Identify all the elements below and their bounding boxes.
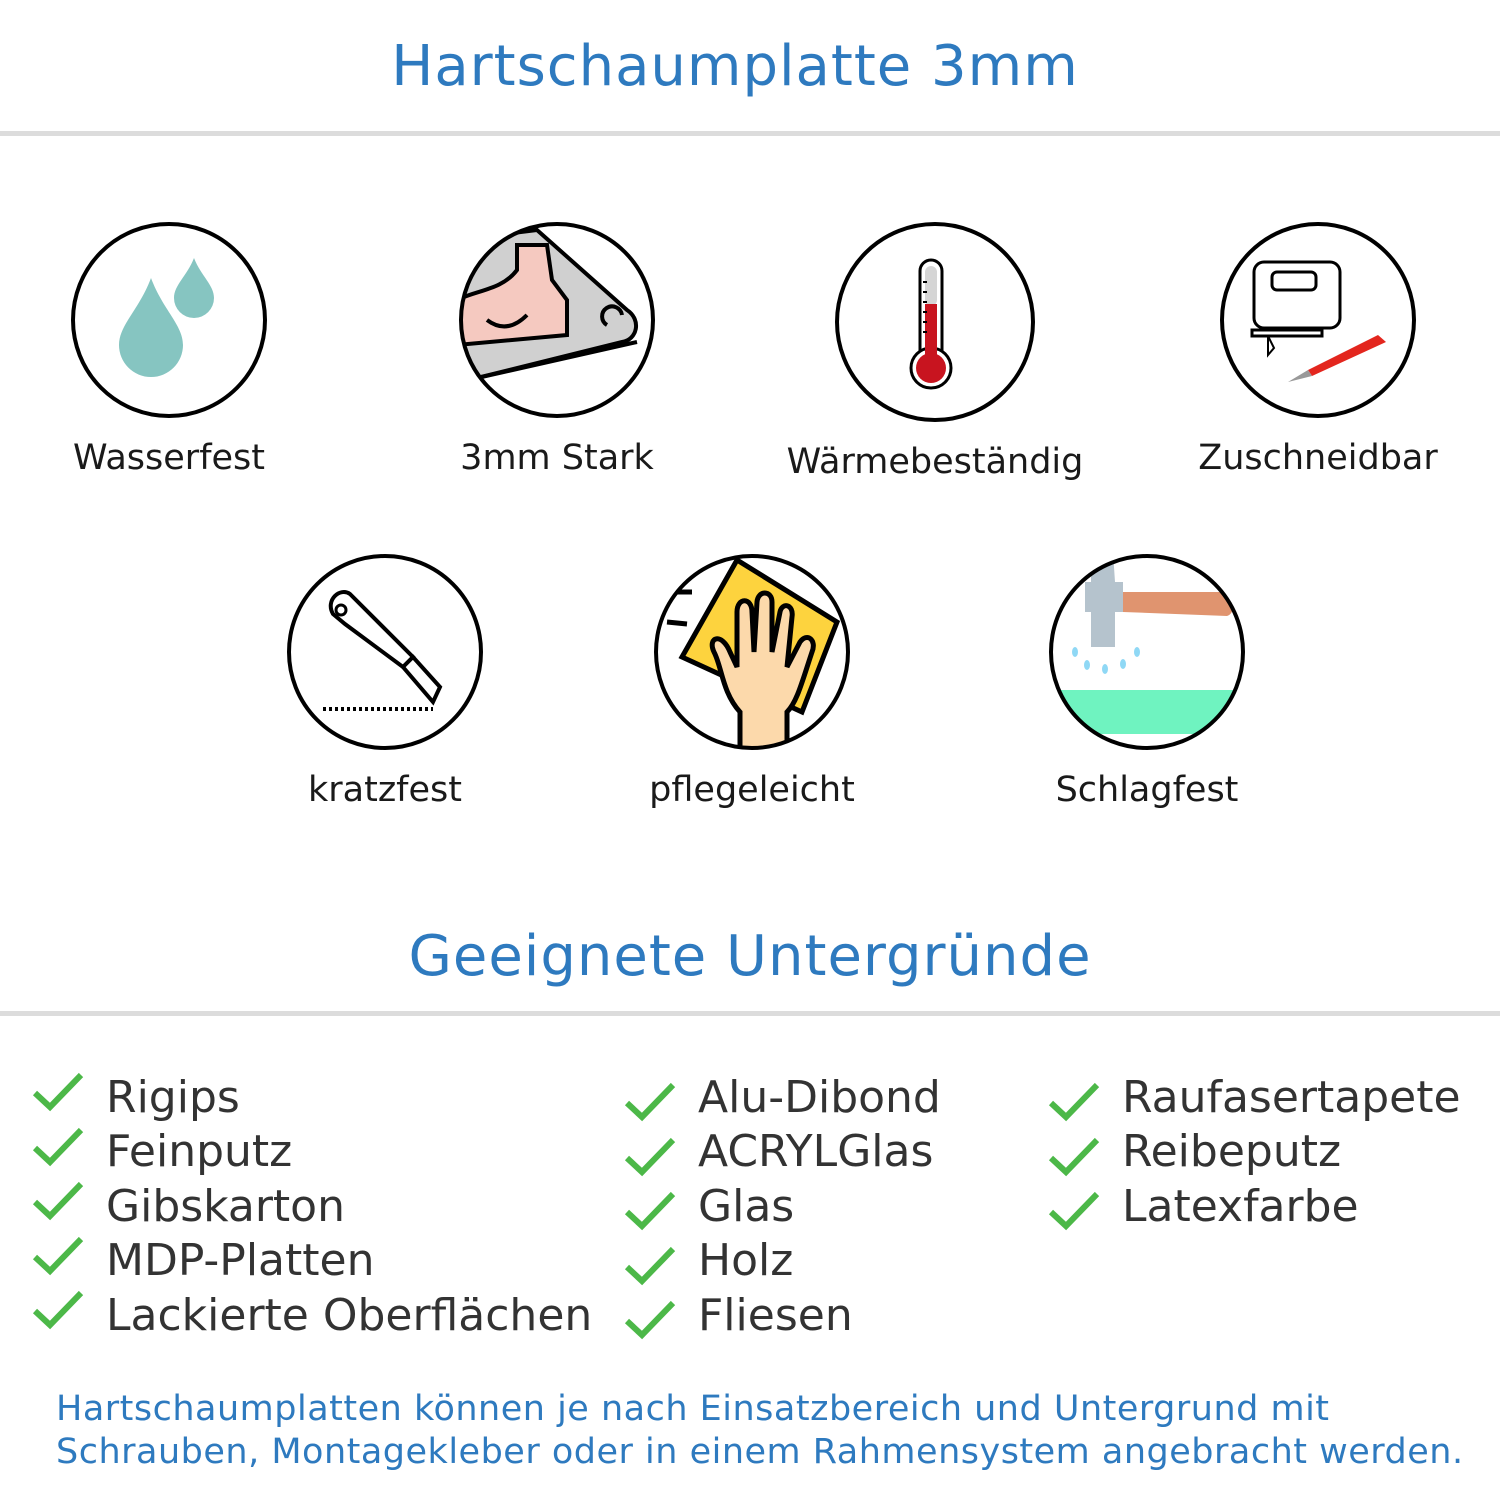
feature-label: Wasserfest [72, 438, 266, 478]
list-item: Feinputz [32, 1125, 292, 1179]
feature-3mm-stark: 3mm Stark [397, 220, 717, 478]
divider [0, 1011, 1500, 1016]
feature-kratzfest: kratzfest [225, 552, 545, 810]
feature-schlagfest: Schlagfest [987, 552, 1307, 810]
list-item: Alu-Dibond [624, 1070, 941, 1124]
thermometer-icon [835, 222, 1035, 422]
check-icon [32, 1072, 84, 1112]
list-item-label: Alu-Dibond [698, 1071, 941, 1123]
list-item-label: Holz [698, 1235, 794, 1287]
feature-label: pflegeleicht [649, 770, 855, 810]
list-item: Holz [624, 1234, 793, 1288]
list-item: ACRYLGlas [624, 1125, 933, 1179]
feature-label: 3mm Stark [460, 438, 654, 478]
list-item: Latexfarbe [1048, 1179, 1359, 1233]
list-item: Rigips [32, 1070, 240, 1124]
section-title: Geeignete Untergründe [408, 924, 1092, 989]
list-item: Raufasertapete [1048, 1070, 1461, 1124]
hammer-icon [1049, 554, 1245, 750]
check-icon [32, 1291, 84, 1330]
jigsaw-knife-icon [1220, 222, 1416, 418]
list-item-label: MDP-Platten [106, 1235, 375, 1287]
page-title: Hartschaumplatte 3mm [391, 34, 1079, 99]
list-item-label: Feinputz [106, 1126, 293, 1178]
feature-label: kratzfest [307, 770, 462, 810]
check-icon [624, 1246, 676, 1285]
note-line-1: Hartschaumplatten können je nach Einsatz… [56, 1389, 1330, 1429]
list-item-label: Rigips [106, 1071, 240, 1123]
check-icon [32, 1236, 84, 1275]
check-icon [1048, 1137, 1100, 1176]
check-icon [1048, 1192, 1100, 1231]
list-item: Reibeputz [1048, 1125, 1341, 1179]
feature-waermebestaendig: Wärmebeständig [775, 220, 1095, 482]
feature-label: Schlagfest [1055, 770, 1239, 810]
list-item-label: Fliesen [698, 1289, 853, 1341]
check-icon [1048, 1082, 1100, 1122]
note-line-2: Schrauben, Montagekleber oder in einem R… [56, 1432, 1464, 1472]
check-icon [624, 1137, 676, 1176]
list-item-label: Lackierte Oberflächen [106, 1289, 593, 1341]
check-icon [624, 1082, 676, 1122]
list-item-label: Raufasertapete [1122, 1071, 1461, 1123]
feature-wasserfest: Wasserfest [9, 220, 329, 478]
feature-zuschneidbar: Zuschneidbar [1158, 220, 1478, 478]
list-item-label: Glas [698, 1180, 795, 1232]
water-drops-icon [71, 222, 267, 418]
check-icon [624, 1192, 676, 1231]
hand-wipe-icon [654, 554, 850, 750]
list-item-label: ACRYLGlas [698, 1126, 934, 1178]
list-item: Fliesen [624, 1288, 853, 1342]
list-item-label: Reibeputz [1122, 1126, 1342, 1178]
divider [0, 131, 1500, 136]
strong-arm-icon [459, 222, 655, 418]
list-item-label: Latexfarbe [1122, 1180, 1359, 1232]
feature-pflegeleicht: pflegeleicht [592, 552, 912, 810]
cutter-knife-icon [287, 554, 483, 750]
check-icon [32, 1127, 84, 1166]
list-item: MDP-Platten [32, 1234, 374, 1288]
list-item: Glas [624, 1179, 794, 1233]
list-item: Gibskarton [32, 1179, 345, 1233]
list-item-label: Gibskarton [106, 1180, 345, 1232]
mounting-note: Hartschaumplatten können je nach Einsatz… [56, 1388, 1464, 1474]
list-item: Lackierte Oberflächen [32, 1288, 592, 1342]
feature-label: Zuschneidbar [1198, 438, 1438, 478]
check-icon [32, 1182, 84, 1221]
feature-label: Wärmebeständig [786, 442, 1084, 482]
check-icon [624, 1301, 676, 1340]
